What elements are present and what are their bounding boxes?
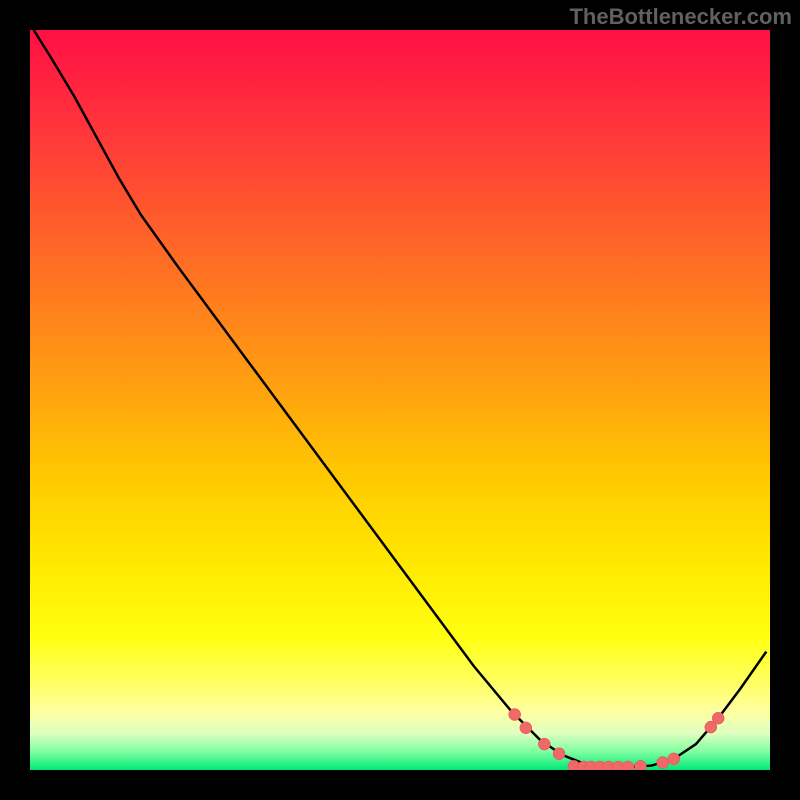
marker-point (712, 712, 724, 724)
plot-area (30, 30, 770, 770)
watermark-text: TheBottlenecker.com (569, 4, 792, 30)
marker-point (538, 738, 550, 750)
chart-svg (30, 30, 770, 770)
marker-point (509, 709, 521, 721)
chart-container: TheBottlenecker.com (0, 0, 800, 800)
gradient-background (30, 30, 770, 770)
marker-point (553, 748, 565, 760)
marker-point (635, 760, 647, 770)
marker-point (657, 757, 669, 769)
marker-point (520, 722, 532, 734)
marker-point (668, 753, 680, 765)
